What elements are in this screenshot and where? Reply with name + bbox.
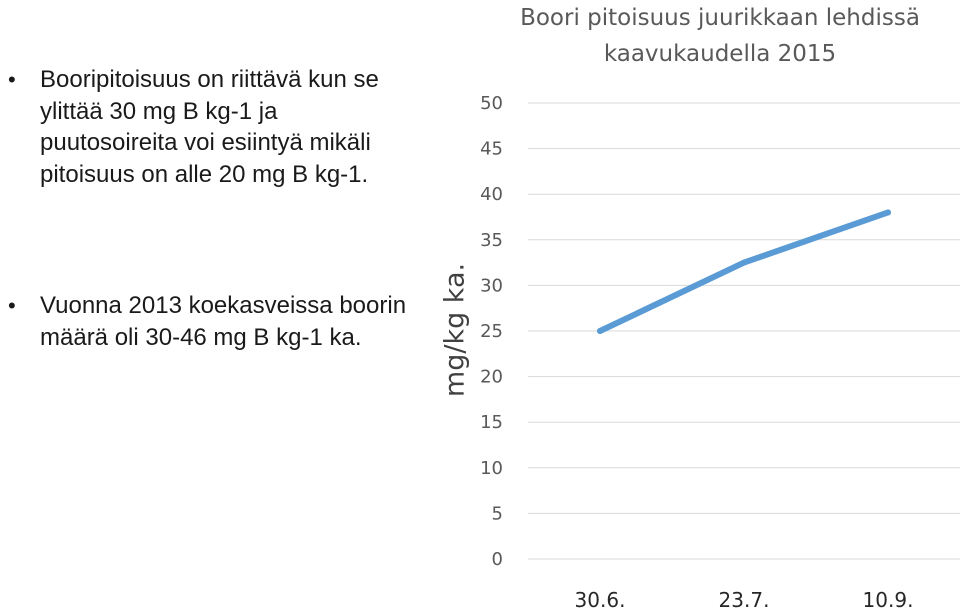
y-tick-label: 45: [480, 139, 503, 160]
y-tick-label: 0: [492, 549, 503, 570]
bullet-list: • Booripitoisuus on riittävä kun se ylit…: [0, 0, 430, 609]
y-tick-label: 10: [480, 458, 503, 479]
bullet-dot-icon: •: [8, 293, 16, 318]
x-tick-label: 30.6.: [575, 588, 626, 609]
y-tick-label: 20: [480, 367, 503, 388]
bullet-text: Vuonna 2013 koekasveissa boorin määrä ol…: [40, 292, 407, 351]
y-tick-label: 50: [480, 93, 503, 114]
y-tick-label: 30: [480, 275, 503, 296]
y-tick-label: 25: [480, 321, 503, 342]
data-point: [741, 259, 747, 266]
y-tick-label: 5: [492, 503, 503, 524]
series-line: [597, 209, 891, 334]
y-tick-label: 35: [480, 230, 503, 251]
bullet-text: Booripitoisuus on riittävä kun se ylittä…: [40, 66, 379, 188]
chart-title: Boori pitoisuus juurikkaan lehdissä kaav…: [520, 5, 920, 67]
x-tick-label: 23.7.: [719, 588, 770, 609]
data-point: [597, 328, 603, 334]
data-point: [885, 209, 891, 216]
bullet-dot-icon: •: [8, 67, 16, 92]
y-tick-label: 15: [480, 412, 503, 433]
x-tick-label: 10.9.: [863, 588, 914, 609]
y-tick-label: 40: [480, 184, 503, 205]
